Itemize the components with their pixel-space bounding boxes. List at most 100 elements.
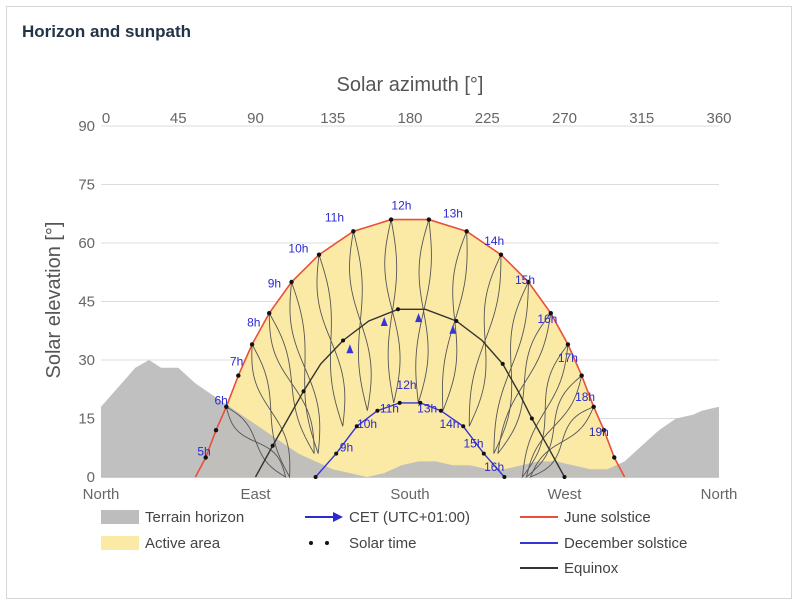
solar-time-dot [267, 311, 272, 316]
hour-label: 10h [288, 242, 308, 256]
hour-label: 10h [357, 417, 377, 431]
solar-time-dot [236, 373, 241, 378]
solar-time-dot [351, 229, 356, 234]
y-tick-label: 75 [78, 177, 95, 194]
legend: Terrain horizon Active area CET (UTC+01:00… [101, 509, 687, 577]
x-tick-label-bottom: North [701, 486, 738, 503]
x-tick-label-top: 135 [320, 110, 345, 127]
x-tick-label-top: 225 [475, 110, 500, 127]
hour-label: 7h [230, 355, 243, 369]
analemma-curve [384, 219, 401, 403]
analemma-curve [497, 312, 552, 454]
panel-title: Horizon and sunpath [22, 22, 192, 41]
y-tick-label: 45 [78, 294, 95, 311]
legend-arrowhead [333, 512, 343, 522]
solar-time-dot [213, 428, 219, 433]
december-solstice-line [315, 402, 505, 478]
x-tick-label-top: 315 [629, 110, 654, 127]
solar-time-dot [438, 408, 443, 413]
solar-time-dot [395, 307, 400, 312]
solar-time-dot [500, 361, 505, 366]
solar-time-dot [498, 252, 504, 257]
hour-label: 15h [464, 437, 484, 451]
hour-label: 13h [443, 207, 463, 221]
solar-time-dot [591, 404, 596, 409]
hour-label: 14h [439, 417, 459, 431]
y-tick-label: 60 [78, 235, 95, 252]
solar-time-dot [464, 229, 469, 234]
legend-label: Equinox [564, 560, 619, 577]
hour-label: 11h [380, 402, 399, 416]
solar-time-dot [481, 451, 486, 456]
legend-label: Active area [145, 535, 221, 552]
x-tick-label-top: 90 [247, 110, 264, 127]
analemma-curve [525, 375, 583, 479]
solar-time-dot [334, 451, 339, 456]
hour-label: 8h [247, 316, 260, 330]
analemma-curve [225, 406, 287, 478]
analemma-curve [468, 254, 502, 427]
x-tick-label-top: 45 [170, 110, 187, 127]
legend-label: Terrain horizon [145, 509, 244, 526]
x-tick-label-top: 270 [552, 110, 577, 127]
legend-swatch [101, 510, 139, 524]
solar-time-dot [301, 389, 306, 394]
june-solstice-line [194, 218, 626, 478]
hour-label: 16h [537, 312, 557, 326]
equinox-line [254, 308, 566, 478]
x-tick-label-top: 0 [102, 110, 110, 127]
solar-time-dot [454, 319, 459, 323]
hour-label: 9h [268, 277, 281, 291]
solar-time-dot [289, 279, 294, 285]
solar-time-dot [565, 342, 571, 347]
solar-time-dot [397, 400, 402, 405]
hour-label: 9h [340, 441, 353, 455]
analemma-curve [251, 344, 291, 479]
solar-time-dot [461, 424, 466, 429]
legend-label: December solstice [564, 535, 687, 552]
solar-time-dot [224, 404, 229, 409]
solar-time-dot [388, 217, 394, 222]
solar-time-dot [316, 252, 322, 257]
line-layer [194, 218, 626, 479]
analemma-curve [349, 231, 372, 411]
analemma-curve [268, 312, 315, 454]
x-axis-title: Solar azimuth [°] [337, 74, 484, 96]
legend-dot [309, 541, 313, 545]
cet-arrow [449, 324, 457, 334]
solar-time-dot [313, 475, 318, 479]
active-area [195, 219, 625, 477]
solar-time-dot [502, 475, 507, 479]
solar-time-dot [612, 455, 617, 460]
legend-label: CET (UTC+01:00) [349, 509, 470, 526]
analemma-curve [529, 406, 595, 478]
solar-time-dot [526, 279, 531, 285]
hour-label: 6h [214, 394, 227, 408]
hour-label: 11h [325, 210, 344, 224]
y-tick-label: 15 [78, 411, 95, 428]
legend-label: Solar time [349, 535, 417, 552]
analemma-curve [316, 254, 346, 427]
text-layer: 0 15 30 45 60 75 90 0 45 90 135 180 225 270 315 360 Nort… [78, 110, 737, 503]
hour-label: 17h [558, 351, 578, 365]
hour-label: 15h [515, 273, 535, 287]
x-tick-label-bottom: East [240, 486, 271, 503]
hour-label: 5h [197, 444, 210, 458]
solar-time-dot [354, 424, 359, 429]
solar-time-dot [270, 443, 275, 448]
x-tick-label-top: 180 [397, 110, 422, 127]
solar-time-dot [548, 311, 553, 316]
hour-label: 18h [575, 390, 595, 404]
hour-label: 12h [397, 378, 417, 392]
cet-arrow [346, 344, 354, 354]
legend-label: June solstice [564, 509, 651, 526]
legend-swatch [101, 536, 139, 550]
y-tick-label: 0 [87, 469, 95, 486]
solar-time-dot [426, 217, 432, 222]
hour-label: 16h [484, 460, 504, 474]
solar-time-dot [579, 373, 584, 378]
marker-layer [203, 217, 617, 479]
analemma-curve [493, 281, 529, 454]
solar-time-dot [203, 455, 208, 460]
